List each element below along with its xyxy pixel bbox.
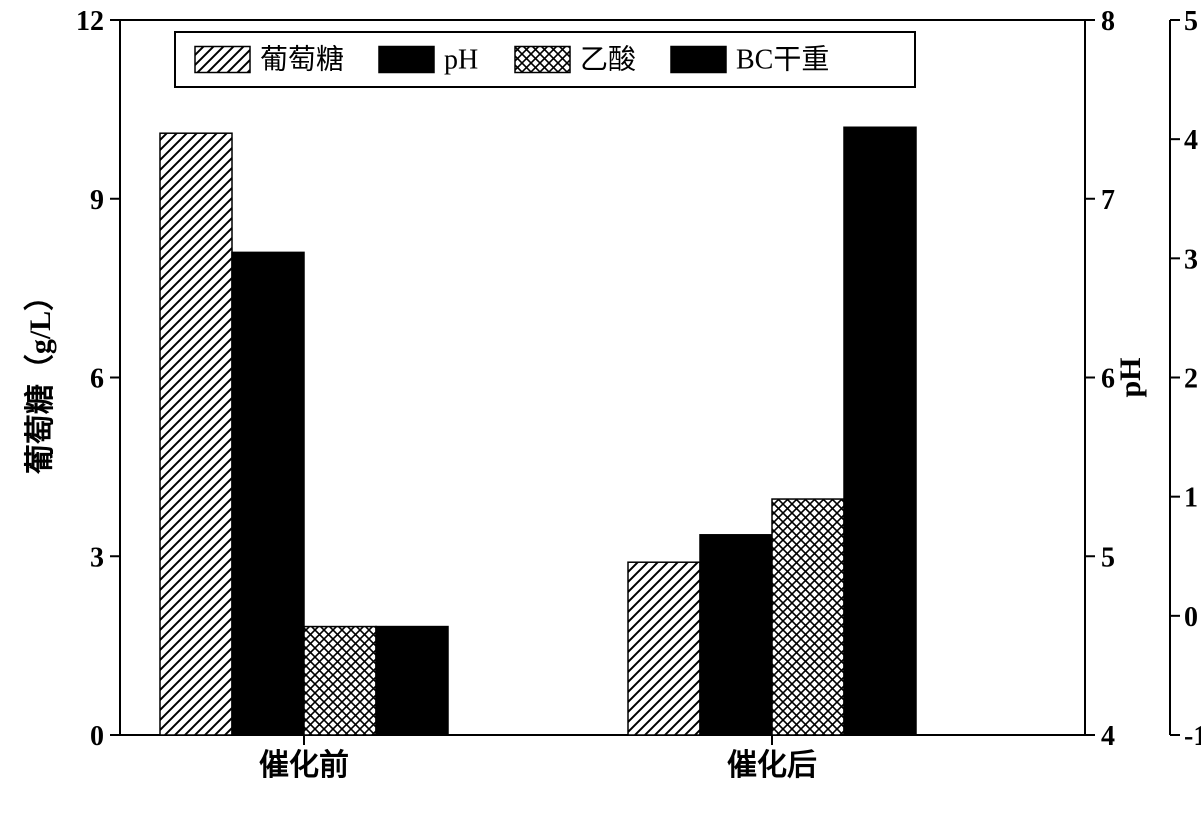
y3-tick-label: 3 [1184,244,1198,275]
legend-swatch-2 [515,47,570,73]
bar-ph [700,535,772,735]
bar-bc [844,127,916,735]
x-category-label: 催化后 [727,749,817,782]
y3-tick-label: 5 [1184,6,1198,37]
bar-glucose [628,562,700,735]
y2-tick-label: 5 [1101,542,1115,573]
y1-tick-label: 6 [90,364,104,395]
legend-label-1: pH [444,45,478,76]
legend-swatch-1 [379,47,434,73]
y2-tick-label: 4 [1101,721,1115,752]
y3-tick-label: 2 [1184,364,1198,395]
bar-bc [376,627,448,735]
y2-tick-label: 6 [1101,364,1115,395]
legend-label-2: 乙酸 [580,44,636,76]
y1-axis-title: 葡萄糖（g/L） [23,281,57,474]
bar-chart: 036912葡萄糖（g/L）45678pH-1012345BC干重 (g/L)；… [0,0,1201,828]
y2-axis-title: pH [1114,357,1147,397]
x-category-label: 催化前 [259,749,349,782]
legend-swatch-0 [195,47,250,73]
bar-acetic [304,627,376,735]
y3-tick-label: -1 [1184,721,1201,752]
y1-tick-label: 0 [90,721,104,752]
legend-label-3: BC干重 [736,44,829,76]
y2-tick-label: 8 [1101,6,1115,37]
y1-tick-label: 12 [76,6,104,37]
bar-acetic [772,499,844,735]
y3-tick-label: 1 [1184,483,1198,514]
y2-tick-label: 7 [1101,185,1115,216]
y3-tick-label: 4 [1184,125,1198,156]
bar-glucose [160,133,232,735]
y1-tick-label: 3 [90,542,104,573]
legend-swatch-3 [671,47,726,73]
legend-label-0: 葡萄糖 [260,44,344,76]
y1-tick-label: 9 [90,185,104,216]
y3-tick-label: 0 [1184,602,1198,633]
bar-ph [232,252,304,735]
